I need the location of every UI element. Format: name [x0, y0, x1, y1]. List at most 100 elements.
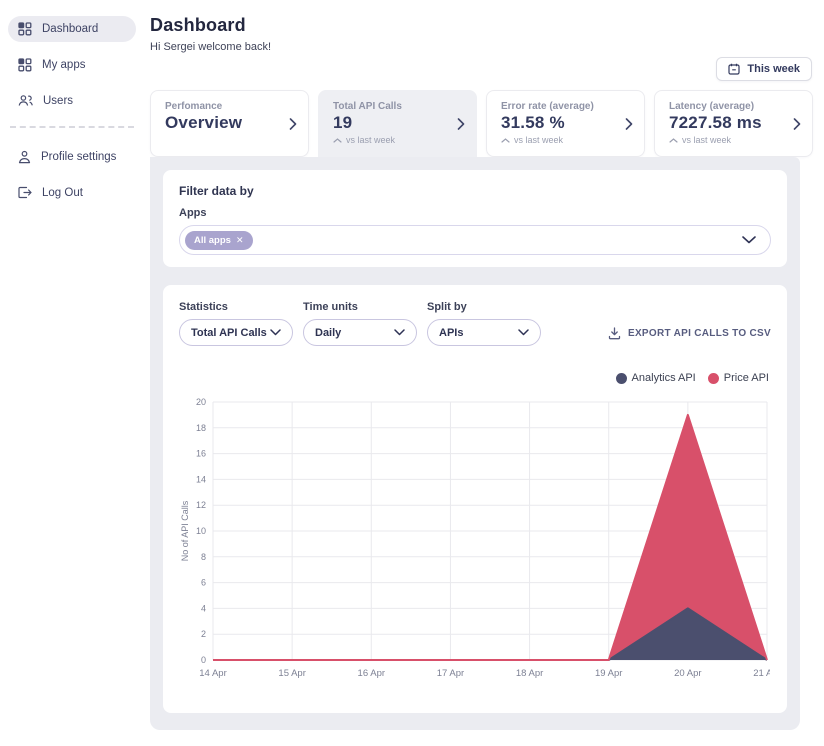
- stat-value: 19: [333, 113, 353, 132]
- legend-dot: [707, 372, 719, 384]
- tab-error-rate[interactable]: Error rate (average) 31.58 % vs last wee…: [486, 90, 645, 157]
- stat-cards-row: Perfomance Overview Total API Calls 19 v…: [150, 90, 813, 157]
- sidebar-divider: [10, 126, 134, 128]
- legend-dot: [615, 372, 627, 384]
- svg-text:15 Apr: 15 Apr: [278, 668, 305, 679]
- chip-label: All apps: [194, 234, 231, 246]
- grid-icon: [18, 22, 32, 36]
- chevron-right-icon: [625, 117, 633, 130]
- chevron-right-icon: [289, 117, 297, 130]
- svg-text:18 Apr: 18 Apr: [516, 668, 543, 679]
- split-by-control: Split by APIs: [427, 301, 541, 346]
- time-units-dropdown[interactable]: Daily: [303, 319, 417, 346]
- filter-heading: Filter data by: [179, 184, 254, 198]
- svg-text:0: 0: [201, 655, 206, 665]
- sidebar-item-label: Users: [43, 94, 74, 107]
- stat-label: Perfomance: [165, 101, 223, 112]
- remove-chip-icon[interactable]: ✕: [235, 234, 244, 245]
- users-icon: [18, 94, 33, 107]
- chevron-down-icon: [518, 329, 529, 336]
- api-calls-chart: 0 2 4 6 8 10 12 14 16 18 20 14 Apr 15 Apr 16 Apr 17 Ap…: [180, 397, 770, 679]
- split-by-label: Split by: [427, 301, 467, 313]
- svg-text:4: 4: [201, 603, 206, 613]
- stat-value: 7227.58 ms: [669, 113, 762, 132]
- statistics-card: Statistics Total API Calls Time units Da…: [163, 285, 787, 713]
- chevron-right-icon: [457, 117, 465, 130]
- svg-text:16 Apr: 16 Apr: [358, 668, 385, 679]
- svg-text:8: 8: [201, 552, 206, 562]
- caret-up-icon: [669, 137, 678, 143]
- period-selector-label: This week: [747, 63, 800, 75]
- stat-label: Latency (average): [669, 101, 755, 112]
- legend-item[interactable]: Price API: [707, 372, 769, 384]
- svg-text:6: 6: [201, 578, 206, 588]
- svg-text:12: 12: [196, 500, 206, 510]
- sidebar-item-label: Dashboard: [42, 23, 99, 35]
- sidebar-item-label: My apps: [42, 59, 86, 71]
- svg-text:10: 10: [196, 526, 206, 536]
- svg-text:16: 16: [196, 449, 206, 459]
- sidebar-item-my-apps[interactable]: My apps: [8, 52, 136, 78]
- caret-up-icon: [333, 137, 342, 143]
- chevron-down-icon: [742, 236, 756, 244]
- period-selector-button[interactable]: This week: [716, 57, 812, 81]
- statistics-label: Statistics: [179, 301, 228, 313]
- chart-legend: Analytics API Price API: [179, 372, 771, 384]
- apps-filter-label: Apps: [179, 207, 207, 219]
- legend-label: Price API: [723, 372, 769, 384]
- selected-app-chip[interactable]: All apps ✕: [185, 230, 253, 250]
- grid-icon: [18, 58, 32, 72]
- legend-item[interactable]: Analytics API: [615, 372, 696, 384]
- svg-text:17 Apr: 17 Apr: [437, 668, 464, 679]
- stat-label: Total API Calls: [333, 101, 402, 112]
- stat-value: 31.58 %: [501, 113, 565, 132]
- caret-up-icon: [501, 137, 510, 143]
- svg-text:No of API Calls: No of API Calls: [180, 500, 190, 561]
- svg-text:20: 20: [196, 397, 206, 407]
- export-csv-label: EXPORT API CALLS TO CSV: [627, 328, 771, 339]
- svg-text:14 Apr: 14 Apr: [199, 668, 226, 679]
- stat-value: Overview: [165, 113, 243, 132]
- svg-text:19 Apr: 19 Apr: [595, 668, 622, 679]
- sidebar-item-label: Profile settings: [41, 151, 117, 163]
- svg-text:18: 18: [196, 423, 206, 433]
- tab-performance-overview[interactable]: Perfomance Overview: [150, 90, 309, 157]
- page-title: Dashboard: [150, 15, 246, 35]
- tab-total-api-calls[interactable]: Total API Calls 19 vs last week: [318, 90, 477, 157]
- svg-text:2: 2: [201, 629, 206, 639]
- statistics-control: Statistics Total API Calls: [179, 301, 293, 346]
- sidebar: Dashboard My apps Users Profile settings: [0, 0, 142, 746]
- chart-area: 0 2 4 6 8 10 12 14 16 18 20 14 Apr 15 Apr 16 Apr 17 Ap…: [179, 388, 771, 688]
- download-icon: [608, 327, 621, 340]
- stat-trend: vs last week: [501, 135, 618, 145]
- sidebar-item-profile-settings[interactable]: Profile settings: [8, 144, 136, 170]
- chart-controls: Statistics Total API Calls Time units Da…: [179, 301, 771, 346]
- logout-icon: [18, 186, 32, 199]
- sidebar-item-label: Log Out: [42, 186, 83, 199]
- stat-trend: vs last week: [333, 135, 450, 145]
- export-csv-link[interactable]: EXPORT API CALLS TO CSV: [608, 327, 771, 340]
- time-units-label: Time units: [303, 301, 358, 313]
- statistics-dropdown[interactable]: Total API Calls: [179, 319, 293, 346]
- stat-trend-label: vs last week: [346, 135, 396, 145]
- statistics-dropdown-value: Total API Calls: [191, 326, 267, 339]
- svg-text:14: 14: [196, 474, 206, 484]
- chevron-down-icon: [394, 329, 405, 336]
- sidebar-item-dashboard[interactable]: Dashboard: [8, 16, 136, 42]
- apps-multiselect[interactable]: All apps ✕: [179, 225, 771, 255]
- time-units-dropdown-value: Daily: [315, 326, 342, 339]
- stat-label: Error rate (average): [501, 101, 594, 112]
- split-by-dropdown[interactable]: APIs: [427, 319, 541, 346]
- stat-trend-label: vs last week: [682, 135, 732, 145]
- sidebar-item-users[interactable]: Users: [8, 88, 136, 113]
- greeting-text: Hi Sergei welcome back!: [150, 41, 272, 53]
- svg-text:21 Apr: 21 Apr: [753, 668, 770, 679]
- stat-trend-label: vs last week: [514, 135, 564, 145]
- sidebar-item-log-out[interactable]: Log Out: [8, 180, 136, 205]
- legend-label: Analytics API: [631, 372, 696, 384]
- svg-text:20 Apr: 20 Apr: [674, 668, 701, 679]
- dashboard-panel: Filter data by Apps All apps ✕ Statistic…: [150, 157, 800, 730]
- split-by-dropdown-value: APIs: [439, 326, 464, 339]
- tab-latency[interactable]: Latency (average) 7227.58 ms vs last wee…: [654, 90, 813, 157]
- chevron-down-icon: [270, 329, 281, 336]
